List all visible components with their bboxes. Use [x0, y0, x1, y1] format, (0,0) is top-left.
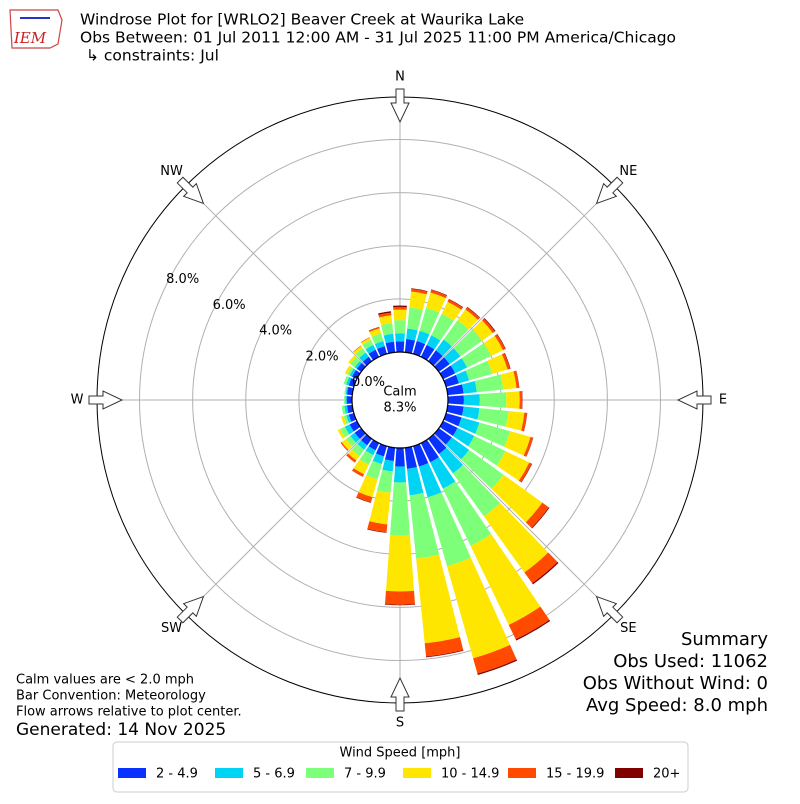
legend-swatch [118, 768, 146, 778]
summary-line: Obs Used: 11062 [613, 651, 768, 672]
legend-swatch [306, 768, 334, 778]
wind-bar [377, 470, 393, 493]
legend-swatch [215, 768, 243, 778]
spoke [434, 186, 614, 366]
wind-bar [382, 459, 393, 471]
summary-line: Avg Speed: 8.0 mph [586, 695, 768, 716]
r-tick-label: 4.0% [259, 324, 292, 339]
wind-bar [519, 391, 522, 409]
legend-swatch [403, 768, 431, 778]
calm-label: Calm [383, 385, 416, 400]
wind-bar [407, 307, 423, 330]
generated: Generated: 14 Nov 2025 [16, 720, 226, 740]
compass-label: SW [161, 621, 182, 636]
wind-bar [462, 406, 479, 419]
legend-label: 2 - 4.9 [156, 767, 198, 782]
r-tick-label: 2.0% [306, 349, 339, 364]
legend-label: 15 - 19.9 [546, 767, 604, 782]
compass-label: N [395, 70, 405, 85]
wind-bar [448, 395, 464, 404]
flow-arrow [89, 391, 122, 409]
wind-bar [345, 396, 346, 404]
r-tick-label: 6.0% [213, 298, 246, 313]
wind-bar [386, 342, 396, 354]
compass-label: NE [619, 164, 637, 179]
wind-bar [393, 310, 406, 321]
spoke [186, 186, 366, 366]
wind-bar [381, 323, 393, 335]
wind-bar [409, 291, 426, 309]
wind-bar [394, 466, 406, 482]
r-tick-label: 8.0% [166, 272, 199, 287]
legend-swatch [615, 768, 643, 778]
flow-arrow [391, 678, 409, 711]
title-line: Obs Between: 01 Jul 2011 12:00 AM - 31 J… [80, 29, 676, 47]
wind-bar [344, 396, 345, 404]
wind-bar [385, 591, 415, 605]
wind-bar [386, 535, 414, 591]
wind-bar [395, 333, 405, 341]
wind-bar [396, 341, 405, 352]
compass-label: S [396, 716, 404, 731]
note: Flow arrows relative to plot center. [16, 705, 242, 720]
legend-label: 7 - 9.9 [344, 767, 386, 782]
legend-label: 20+ [653, 767, 680, 782]
flow-arrow-shape [391, 678, 409, 711]
title-line: ↳ constraints: Jul [86, 47, 219, 65]
wind-bar [390, 482, 410, 535]
legend-title: Wind Speed [mph] [340, 746, 461, 761]
flow-arrow [678, 391, 711, 409]
note: Calm values are < 2.0 mph [16, 673, 194, 688]
r-tick-label: 0.0% [352, 375, 385, 390]
wind-bar [405, 339, 415, 353]
compass-label: NW [160, 164, 183, 179]
wind-bar [395, 448, 405, 467]
logo: IEM [10, 10, 62, 48]
flow-arrow-shape [391, 89, 409, 122]
spoke [186, 434, 366, 614]
wind-bar [480, 392, 507, 408]
compass-label: SE [620, 621, 636, 636]
logo-text: IEM [13, 29, 47, 47]
wind-bar [464, 394, 480, 406]
calm-value: 8.3% [383, 401, 416, 416]
wind-bar [506, 411, 525, 431]
flow-arrow-shape [678, 391, 711, 409]
wind-bar [506, 391, 520, 409]
compass-label: W [71, 393, 84, 408]
wind-bar [384, 334, 394, 343]
flow-arrow-shape [89, 391, 122, 409]
note: Bar Convention: Meteorology [16, 689, 206, 704]
summary-line: Obs Without Wind: 0 [583, 673, 768, 694]
wind-bar [393, 307, 407, 310]
compass-label: E [719, 393, 727, 408]
wind-bar [385, 447, 395, 461]
legend-label: 10 - 14.9 [441, 767, 499, 782]
wind-bar [347, 396, 352, 404]
wind-bar [462, 381, 477, 393]
flow-arrow [391, 89, 409, 122]
title-line: Windrose Plot for [WRLO2] Beaver Creek a… [80, 11, 524, 29]
legend-label: 5 - 6.9 [253, 767, 295, 782]
wind-bar [406, 328, 417, 340]
wind-bar [394, 320, 406, 333]
summary-line: Summary [681, 629, 768, 650]
legend-swatch [508, 768, 536, 778]
wind-bar [501, 371, 517, 389]
